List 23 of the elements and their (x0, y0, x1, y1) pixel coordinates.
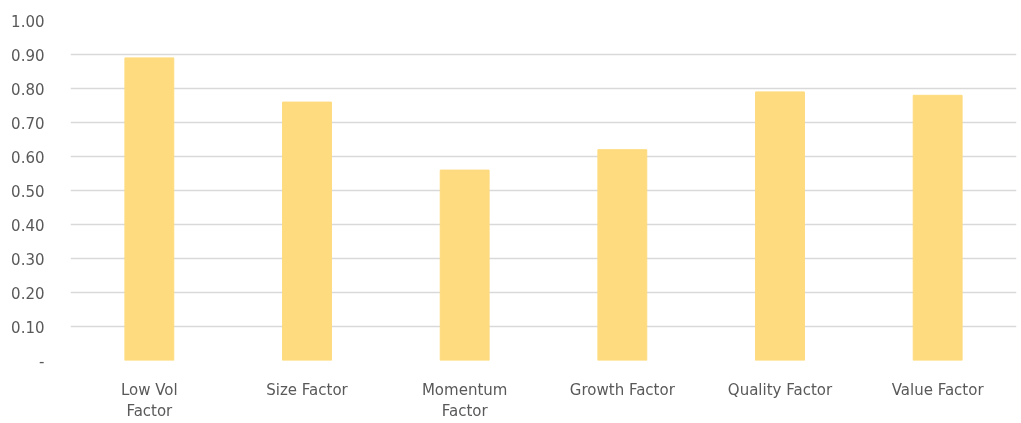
x-tick-label: Low Vol Factor (120, 380, 178, 421)
y-tick-label: 0.10 (11, 318, 45, 337)
bar (597, 149, 648, 361)
y-tick-label: 0.80 (11, 80, 45, 99)
y-tick-label: 0.30 (11, 250, 45, 269)
x-tick-label: Size Factor (266, 380, 349, 399)
y-tick-label: 0.70 (11, 114, 45, 133)
bar (439, 169, 490, 361)
y-tick-label: 0.90 (11, 46, 45, 65)
bar (912, 94, 963, 361)
y-tick-label: 0.60 (11, 148, 45, 167)
bar (124, 57, 175, 361)
y-tick-label: 0.50 (11, 182, 45, 201)
y-tick-label: 1.00 (11, 12, 45, 31)
x-tick-label: Value Factor (891, 380, 985, 399)
x-tick-label: Momentum Factor (421, 380, 508, 421)
y-tick-label: - (39, 352, 45, 371)
x-tick-label: Quality Factor (727, 380, 833, 399)
x-tick-label: Growth Factor (569, 380, 676, 399)
bar (755, 91, 805, 361)
y-tick-label: 0.20 (11, 284, 45, 303)
y-tick-label: 0.40 (11, 216, 45, 235)
bar (282, 101, 332, 361)
